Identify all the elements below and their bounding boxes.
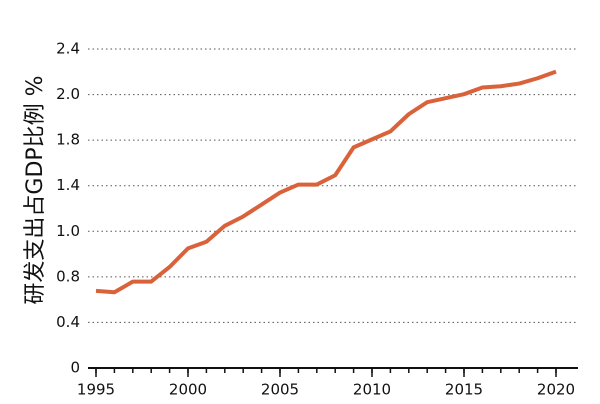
y-tick-label: 1.8: [56, 131, 80, 149]
data-line: [95, 69, 557, 295]
y-tick-label: 1.0: [56, 222, 80, 240]
x-tick-label: 2020: [537, 381, 575, 399]
x-tick-label: 1995: [77, 381, 115, 399]
x-tick-label: 2010: [353, 381, 391, 399]
y-axis-title: 研发支出占GDP比例 %: [23, 75, 48, 304]
y-tick-label: 2.0: [56, 85, 80, 103]
x-tick-label: 2000: [169, 381, 207, 399]
y-tick-label: 0.8: [56, 267, 80, 285]
x-tick-label: 2015: [445, 381, 483, 399]
y-tick-label: 1.4: [56, 176, 80, 194]
y-tick-label: 0: [70, 359, 80, 377]
y-tick-label: 0.4: [56, 313, 80, 331]
y-tick-label: 2.4: [56, 40, 80, 58]
x-tick-label: 2005: [261, 381, 299, 399]
